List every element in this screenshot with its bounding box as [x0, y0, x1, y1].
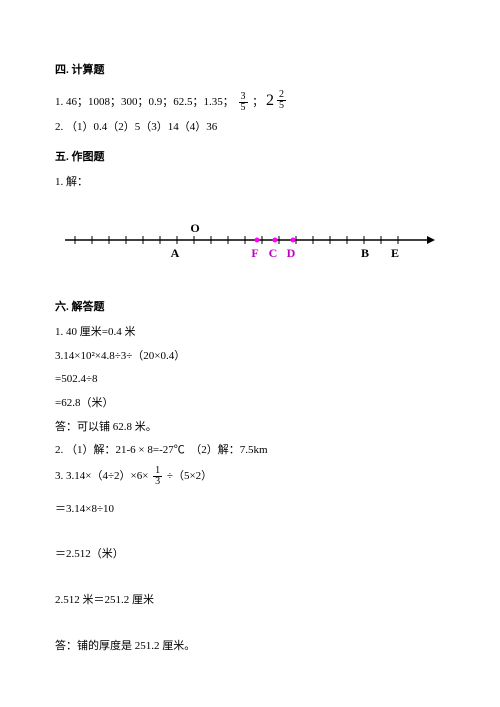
ans-line-7a: 3. 3.14×（4÷2）×6× [55, 470, 148, 482]
ans-line-5: 答：可以铺 62.8 米。 [55, 419, 445, 437]
section-4-title: 四. 计算题 [55, 62, 445, 80]
drawing-line-1: 1. 解： [55, 174, 445, 192]
separator: ； [252, 96, 263, 108]
ans-line-3: =502.4÷8 [55, 371, 445, 389]
mixed-frac: 2 5 [277, 90, 286, 111]
svg-text:E: E [391, 246, 399, 260]
ans-line-2: 3.14×10²×4.8÷3÷（20×0.4） [55, 348, 445, 366]
number-line-diagram: OA FCD B E [55, 210, 445, 277]
svg-text:D: D [287, 246, 296, 260]
calc-line-1: 1. 46；1008；300；0.9；62.5；1.35； 3 5 ； 2 2 … [55, 88, 445, 114]
frac-den-2: 3 [153, 477, 162, 487]
mixed-den: 5 [277, 101, 286, 111]
svg-text:F: F [251, 246, 258, 260]
calc-line-2: 2. （1）0.4（2）5（3）14（4）36 [55, 119, 445, 137]
section-6-title: 六. 解答题 [55, 299, 445, 317]
calc-line-1-prefix: 1. 46；1008；300；0.9；62.5；1.35； [55, 96, 234, 108]
number-line-svg: OA FCD B E [55, 210, 445, 270]
fraction-1-3: 1 3 [153, 466, 162, 487]
frac-den: 5 [239, 103, 248, 113]
section-5-title: 五. 作图题 [55, 149, 445, 167]
ans-line-10: 2.512 米＝251.2 厘米 [55, 592, 445, 610]
ans-line-4: =62.8（米） [55, 395, 445, 413]
mixed-number: 2 2 5 [266, 88, 288, 114]
ans-line-7b: ÷（5×2） [167, 470, 212, 482]
svg-text:C: C [269, 246, 278, 260]
svg-text:O: O [190, 221, 199, 235]
svg-text:A: A [171, 246, 180, 260]
ans-line-9: ＝2.512（米） [55, 546, 445, 564]
fraction-3-5: 3 5 [239, 92, 248, 113]
ans-line-11: 答：铺的厚度是 251.2 厘米。 [55, 638, 445, 656]
ans-line-8: ＝3.14×8÷10 [55, 501, 445, 519]
svg-text:B: B [361, 246, 369, 260]
mixed-whole: 2 [266, 88, 274, 114]
ans-line-6: 2. （1）解：21-6 × 8=-27℃ （2）解：7.5km [55, 442, 445, 460]
ans-line-7: 3. 3.14×（4÷2）×6× 1 3 ÷（5×2） [55, 466, 445, 487]
frac-num: 3 [239, 92, 248, 103]
ans-line-1: 1. 40 厘米=0.4 米 [55, 324, 445, 342]
